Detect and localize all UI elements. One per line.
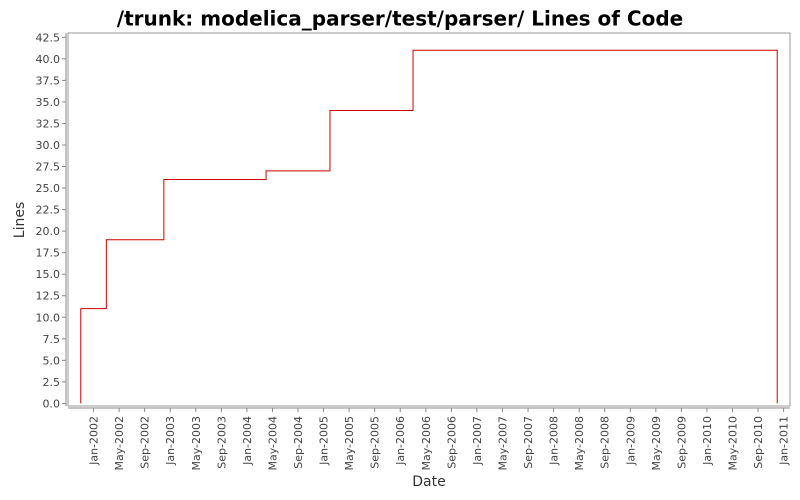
x-tick-label: Sep-2007: [522, 416, 535, 469]
x-tick-label: Sep-2005: [369, 416, 382, 469]
x-tick-label: May-2002: [113, 416, 126, 471]
x-tick-label: Jan-2004: [241, 416, 254, 466]
x-tick-label: May-2007: [496, 416, 509, 471]
x-tick-label: Jan-2011: [778, 416, 791, 466]
x-tick-label: Jan-2010: [701, 416, 714, 466]
x-tick-label: Sep-2003: [215, 416, 228, 469]
x-tick-label: Jan-2006: [394, 416, 407, 466]
x-tick-label: Sep-2009: [675, 416, 688, 469]
y-tick-label: 15.0: [36, 268, 61, 281]
y-tick-label: 7.5: [43, 333, 61, 346]
x-tick-label: Jan-2007: [471, 416, 484, 466]
x-tick-label: Sep-2006: [445, 416, 458, 469]
chart-title: /trunk: modelica_parser/test/parser/ Lin…: [117, 7, 683, 31]
x-tick-label: Sep-2008: [599, 416, 612, 469]
plot-area: [67, 32, 791, 407]
x-tick-label: May-2008: [573, 416, 586, 471]
x-tick-label: May-2004: [266, 416, 279, 471]
x-tick-label: Jan-2008: [548, 416, 561, 466]
y-tick-label: 25.0: [36, 182, 61, 195]
y-tick-label: 37.5: [36, 74, 61, 87]
x-axis-label: Date: [412, 474, 445, 490]
y-tick-label: 12.5: [36, 290, 61, 303]
y-tick-label: 35.0: [36, 96, 61, 109]
y-tick-label: 20.0: [36, 225, 61, 238]
x-tick-label: Jan-2002: [88, 416, 101, 466]
x-tick-label: Sep-2004: [292, 416, 305, 469]
y-tick-label: 32.5: [36, 117, 61, 130]
y-tick-label: 27.5: [36, 161, 61, 174]
x-tick-label: May-2010: [726, 416, 739, 471]
y-tick-label: 10.0: [36, 311, 61, 324]
y-tick-label: 42.5: [36, 31, 61, 44]
x-tick-label: May-2006: [420, 416, 433, 471]
data-line: [80, 49, 778, 404]
x-tick-label: Sep-2010: [752, 416, 765, 469]
y-tick-label: 17.5: [36, 247, 61, 260]
y-tick-label: 0.0: [43, 397, 61, 410]
y-tick-label: 5.0: [43, 354, 61, 367]
x-tick-label: May-2005: [343, 416, 356, 471]
x-tick-label: Sep-2002: [139, 416, 152, 469]
y-tick-label: 40.0: [36, 53, 61, 66]
x-tick-label: Jan-2003: [164, 416, 177, 466]
x-tick-label: Jan-2009: [624, 416, 637, 466]
y-tick-label: 22.5: [36, 204, 61, 217]
x-tick-label: Jan-2005: [318, 416, 331, 466]
y-tick-label: 30.0: [36, 139, 61, 152]
x-tick-label: May-2003: [190, 416, 203, 471]
x-tick-label: May-2009: [650, 416, 663, 471]
y-tick-label: 2.5: [43, 376, 61, 389]
y-axis-label: Lines: [12, 202, 28, 238]
